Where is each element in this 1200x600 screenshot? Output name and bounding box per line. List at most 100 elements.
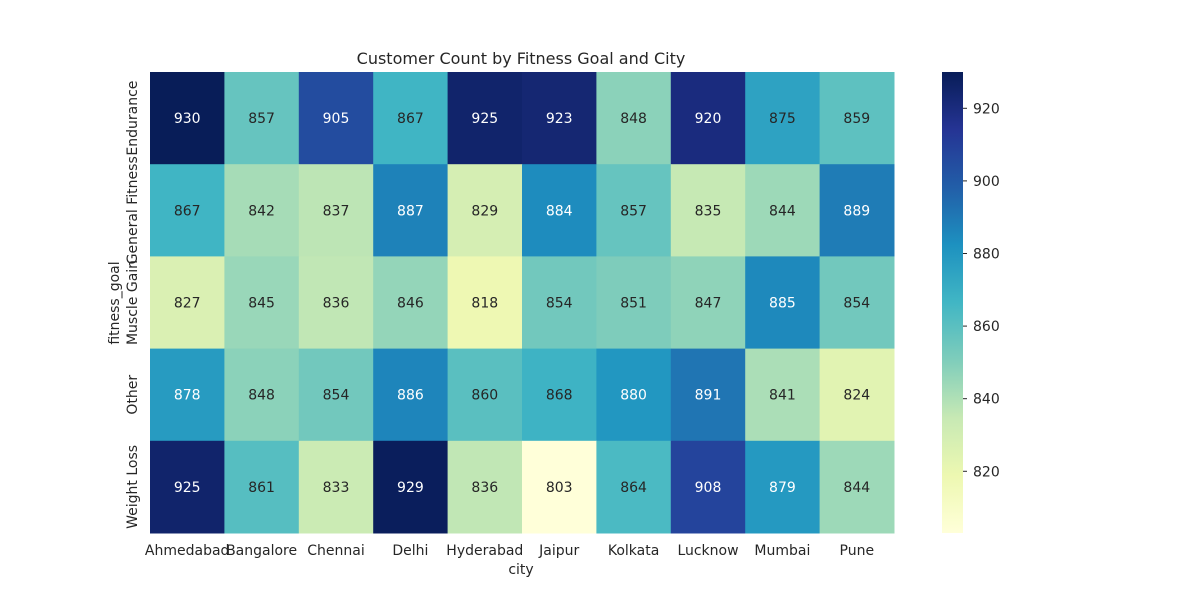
cell-value-label: 845 <box>248 296 275 312</box>
cell-value-label: 868 <box>546 388 573 404</box>
cell-value-label: 842 <box>248 203 275 219</box>
heatmap-cell-muscle-gain-jaipur <box>522 256 597 350</box>
colorbar-tick-label: 820 <box>973 464 1000 480</box>
cell-value-label: 848 <box>620 111 647 127</box>
y-tick-label: Other <box>125 375 141 415</box>
heatmap-cell-other-chennai <box>298 348 374 442</box>
cell-value-label: 851 <box>620 296 647 312</box>
heatmap-cell-other-lucknow <box>670 348 746 442</box>
heatmap-cell-muscle-gain-ahmedabad <box>150 256 225 350</box>
heatmap-cell-other-delhi <box>373 348 449 442</box>
cell-value-label: 846 <box>397 296 424 312</box>
colorbar-tick-label: 860 <box>973 319 1000 335</box>
cell-value-label: 905 <box>323 111 350 127</box>
y-tick-label: Weight Loss <box>125 445 141 529</box>
x-tick-label: Ahmedabad <box>145 543 230 559</box>
cell-value-label: 929 <box>397 480 424 496</box>
colorbar-ticks: 820 840 860 880 900 920 <box>963 101 1000 480</box>
colorbar-tick-label: 880 <box>973 246 1000 262</box>
heatmap-cell-endurance-lucknow <box>670 72 746 165</box>
cell-value-label: 867 <box>174 203 201 219</box>
y-tick-label: General Fitness <box>125 156 141 264</box>
heatmap-cell-muscle-gain-hyderabad <box>447 256 523 350</box>
heatmap-cell-weight-loss-chennai <box>298 440 374 534</box>
cell-value-label: 844 <box>843 480 870 496</box>
heatmap-cell-weight-loss-kolkata <box>596 440 672 534</box>
heatmap-cell-muscle-gain-lucknow <box>670 256 746 350</box>
cell-value-label: 864 <box>620 480 647 496</box>
heatmap-cell-endurance-pune <box>819 72 895 165</box>
heatmap-cell-weight-loss-jaipur <box>522 440 597 534</box>
heatmap-cell-other-mumbai <box>745 348 821 442</box>
y-tick-label: Endurance <box>125 81 141 156</box>
y-axis-label: fitness_goal <box>107 261 123 344</box>
heatmap-cell-general-fitness-jaipur <box>522 164 597 257</box>
cell-value-label: 857 <box>248 111 275 127</box>
cell-value-label: 848 <box>248 388 275 404</box>
cell-value-label: 836 <box>323 296 350 312</box>
x-tick-label: Pune <box>840 543 875 559</box>
x-axis-label: city <box>508 562 533 578</box>
cell-value-label: 829 <box>471 203 498 219</box>
cell-value-label: 879 <box>769 480 796 496</box>
heatmap-cells: 930 857 905 867 925 923 848 920 875 859 867 842 837 8… <box>150 72 895 534</box>
heatmap-cell-general-fitness-bangalore <box>224 164 300 257</box>
heatmap-cell-endurance-delhi <box>373 72 449 165</box>
heatmap-cell-weight-loss-mumbai <box>745 440 821 534</box>
heatmap-cell-endurance-chennai <box>298 72 374 165</box>
cell-value-label: 861 <box>248 480 275 496</box>
cell-value-label: 886 <box>397 388 424 404</box>
colorbar-tick-label: 840 <box>973 392 1000 408</box>
cell-value-label: 803 <box>546 480 573 496</box>
cell-value-label: 827 <box>174 296 201 312</box>
cell-value-label: 884 <box>546 203 573 219</box>
chart-title: Customer Count by Fitness Goal and City <box>357 49 686 68</box>
heatmap-cell-weight-loss-bangalore <box>224 440 300 534</box>
heatmap-cell-muscle-gain-chennai <box>298 256 374 350</box>
cell-value-label: 847 <box>695 296 722 312</box>
cell-value-label: 878 <box>174 388 201 404</box>
heatmap-cell-muscle-gain-kolkata <box>596 256 672 350</box>
cell-value-label: 920 <box>695 111 722 127</box>
heatmap-cell-general-fitness-kolkata <box>596 164 672 257</box>
y-tick-label: Muscle Gain <box>125 260 141 345</box>
cell-value-label: 854 <box>546 296 573 312</box>
heatmap-cell-weight-loss-pune <box>819 440 895 534</box>
heatmap-cell-other-kolkata <box>596 348 672 442</box>
cell-value-label: 854 <box>323 388 350 404</box>
heatmap-cell-general-fitness-mumbai <box>745 164 821 257</box>
heatmap-cell-muscle-gain-mumbai <box>745 256 821 350</box>
heatmap-cell-endurance-mumbai <box>745 72 821 165</box>
cell-value-label: 875 <box>769 111 796 127</box>
cell-value-label: 930 <box>174 111 201 127</box>
cell-value-label: 887 <box>397 203 424 219</box>
heatmap-cell-endurance-kolkata <box>596 72 672 165</box>
colorbar-tick-label: 920 <box>973 101 1000 117</box>
heatmap-cell-other-hyderabad <box>447 348 523 442</box>
heatmap-cell-endurance-ahmedabad <box>150 72 225 165</box>
cell-value-label: 925 <box>471 111 498 127</box>
cell-value-label: 844 <box>769 203 796 219</box>
heatmap-cell-general-fitness-chennai <box>298 164 374 257</box>
cell-value-label: 880 <box>620 388 647 404</box>
heatmap-cell-general-fitness-pune <box>819 164 895 257</box>
cell-value-label: 857 <box>620 203 647 219</box>
x-tick-label: Kolkata <box>608 543 659 559</box>
cell-value-label: 833 <box>323 480 350 496</box>
cell-value-label: 854 <box>843 296 870 312</box>
heatmap-cell-endurance-hyderabad <box>447 72 523 165</box>
cell-value-label: 889 <box>843 203 870 219</box>
cell-value-label: 923 <box>546 111 573 127</box>
cell-value-label: 885 <box>769 296 796 312</box>
cell-value-label: 867 <box>397 111 424 127</box>
x-tick-label: Lucknow <box>677 543 738 559</box>
heatmap-cell-endurance-bangalore <box>224 72 300 165</box>
heatmap-cell-muscle-gain-pune <box>819 256 895 350</box>
x-tick-label: Jaipur <box>538 543 579 559</box>
cell-value-label: 818 <box>471 296 498 312</box>
cell-value-label: 836 <box>471 480 498 496</box>
heatmap-cell-other-jaipur <box>522 348 597 442</box>
heatmap-cell-endurance-jaipur <box>522 72 597 165</box>
heatmap-cell-weight-loss-ahmedabad <box>150 440 225 534</box>
heatmap-cell-general-fitness-hyderabad <box>447 164 523 257</box>
